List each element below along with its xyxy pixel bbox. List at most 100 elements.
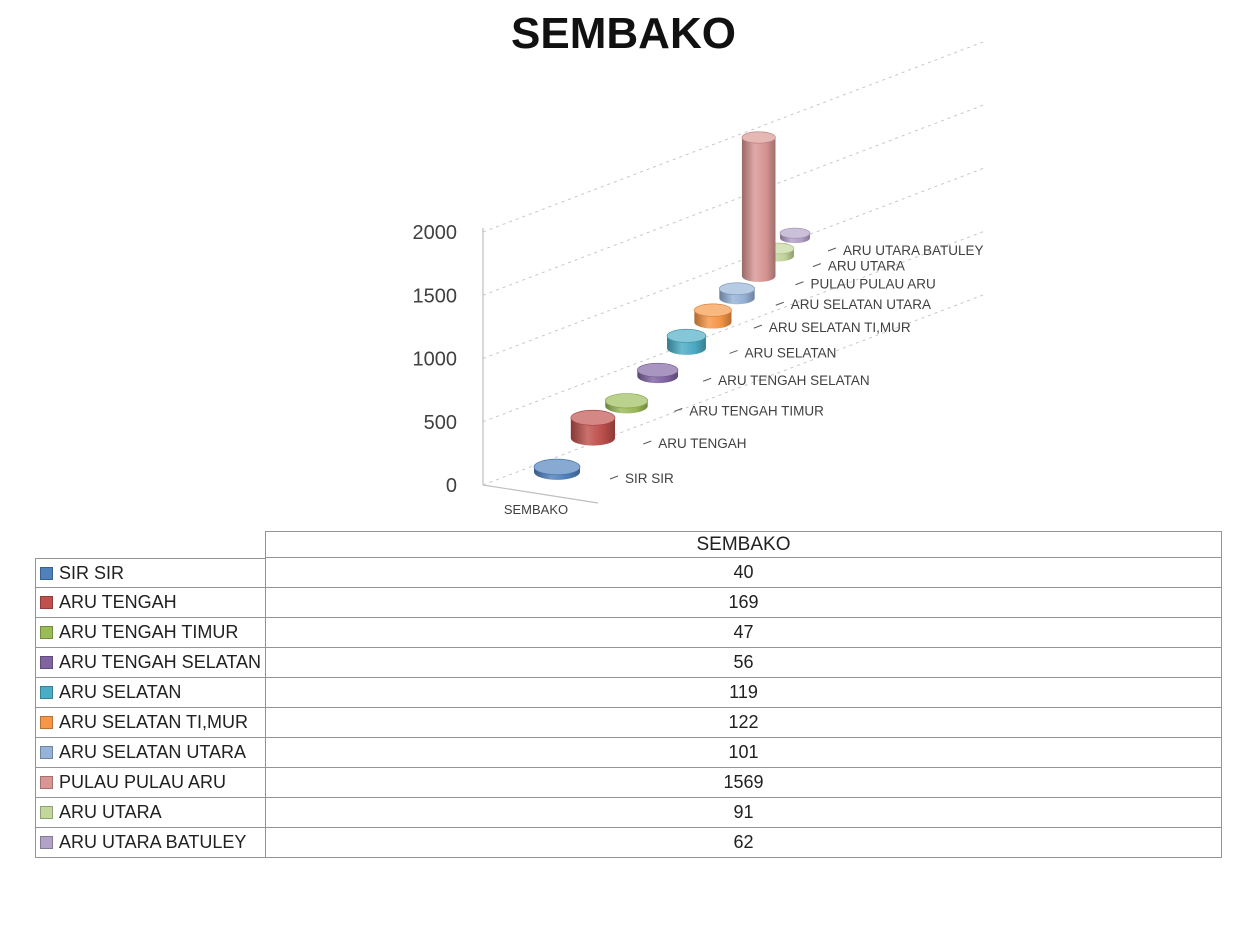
table-row: ARU UTARA 91 bbox=[35, 798, 1222, 828]
legend-swatch bbox=[40, 626, 53, 639]
gridline bbox=[482, 104, 986, 296]
cylinder bbox=[694, 303, 732, 329]
table-row: ARU SELATAN UTARA 101 bbox=[35, 738, 1222, 768]
row-label-cell: ARU TENGAH TIMUR bbox=[35, 618, 265, 648]
category-tick-mark bbox=[702, 377, 712, 382]
cylinder bbox=[718, 282, 756, 305]
table-row: ARU TENGAH SELATAN 56 bbox=[35, 648, 1222, 678]
category-label: PULAU PULAU ARU bbox=[810, 277, 935, 292]
cylinder bbox=[666, 328, 707, 355]
row-value: 169 bbox=[265, 588, 1222, 618]
category-label: ARU SELATAN TI,MUR bbox=[769, 320, 911, 335]
row-label-cell: SIR SIR bbox=[35, 558, 265, 588]
row-label-cell: ARU TENGAH SELATAN bbox=[35, 648, 265, 678]
category-tick-mark bbox=[827, 247, 837, 252]
row-label-cell: ARU UTARA BATULEY bbox=[35, 828, 265, 858]
cylinder bbox=[533, 458, 581, 480]
cylinder-top bbox=[779, 227, 811, 239]
row-label-cell: ARU UTARA bbox=[35, 798, 265, 828]
cylinder-top bbox=[694, 303, 732, 317]
table-row: SIR SIR 40 bbox=[35, 558, 1222, 588]
table-row: ARU SELATAN 119 bbox=[35, 678, 1222, 708]
row-label: ARU TENGAH TIMUR bbox=[59, 622, 239, 642]
series-axis-label: SEMBAKO bbox=[504, 502, 568, 517]
row-label: ARU SELATAN UTARA bbox=[59, 742, 247, 762]
category-label: ARU SELATAN UTARA bbox=[791, 297, 931, 312]
category-tick-mark bbox=[775, 301, 784, 306]
chart-data-table: SEMBAKO SIR SIR 40 ARU TENGAH 169 ARU TENGAH … bbox=[35, 531, 1222, 858]
cylinder-top bbox=[666, 328, 707, 343]
gridline bbox=[482, 230, 986, 423]
category-label: ARU UTARA bbox=[828, 259, 905, 274]
row-value: 119 bbox=[265, 678, 1222, 708]
row-value: 40 bbox=[265, 558, 1222, 588]
row-label: ARU TENGAH bbox=[59, 592, 177, 612]
row-label-cell: ARU SELATAN bbox=[35, 678, 265, 708]
floor-front-edge bbox=[482, 484, 599, 504]
table-row: ARU SELATAN TI,MUR 122 bbox=[35, 708, 1222, 738]
row-value: 62 bbox=[265, 828, 1222, 858]
category-tick-mark bbox=[795, 281, 804, 286]
table-header-row: SEMBAKO bbox=[35, 531, 1222, 558]
category-label: ARU TENGAH TIMUR bbox=[689, 403, 824, 418]
row-value: 47 bbox=[265, 618, 1222, 648]
legend-swatch bbox=[40, 686, 53, 699]
table-row: ARU UTARA BATULEY 62 bbox=[35, 828, 1222, 858]
cylinder-top bbox=[718, 282, 756, 296]
row-label-cell: PULAU PULAU ARU bbox=[35, 768, 265, 798]
legend-swatch bbox=[40, 776, 53, 789]
category-tick-mark bbox=[609, 475, 619, 480]
row-label: ARU SELATAN TI,MUR bbox=[59, 712, 249, 732]
legend-swatch bbox=[40, 836, 53, 849]
cylinder bbox=[604, 393, 649, 414]
y-axis-label: 2000 bbox=[413, 222, 458, 244]
category-tick-mark bbox=[753, 324, 763, 329]
category-tick-mark bbox=[643, 440, 652, 445]
category-label: ARU TENGAH SELATAN bbox=[718, 373, 870, 388]
gridline bbox=[482, 167, 986, 359]
cylinder-top bbox=[636, 362, 679, 378]
table-header-cell: SEMBAKO bbox=[265, 531, 1222, 558]
cylinder-top bbox=[533, 458, 581, 476]
row-value: 122 bbox=[265, 708, 1222, 738]
table-row: ARU TENGAH TIMUR 47 bbox=[35, 618, 1222, 648]
row-label: ARU TENGAH SELATAN bbox=[59, 652, 262, 672]
row-label: SIR SIR bbox=[59, 562, 125, 583]
legend-swatch bbox=[40, 656, 53, 669]
category-tick-mark bbox=[674, 407, 683, 412]
legend-swatch bbox=[40, 806, 53, 819]
cylinder-top bbox=[741, 131, 776, 144]
row-label-cell: ARU SELATAN TI,MUR bbox=[35, 708, 265, 738]
chart-title: SEMBAKO bbox=[511, 9, 736, 58]
cylinder bbox=[636, 362, 679, 384]
category-label: ARU SELATAN bbox=[745, 345, 837, 360]
legend-swatch bbox=[40, 566, 53, 580]
row-value: 101 bbox=[265, 738, 1222, 768]
y-axis-label: 500 bbox=[424, 412, 457, 434]
category-tick-mark bbox=[729, 350, 738, 354]
table-row: PULAU PULAU ARU 1569 bbox=[35, 768, 1222, 798]
legend-swatch bbox=[40, 596, 53, 609]
category-label: SIR SIR bbox=[625, 471, 674, 486]
row-label: ARU SELATAN bbox=[59, 682, 182, 702]
cylinder-3d-chart: SIR SIR ARU TENGAH ARU TENGAH TIMUR ARU TEN… bbox=[413, 40, 986, 517]
legend-swatch bbox=[40, 716, 53, 729]
row-value: 56 bbox=[265, 648, 1222, 678]
table-header-spacer bbox=[35, 531, 265, 558]
category-label: ARU UTARA BATULEY bbox=[843, 243, 984, 258]
row-label: ARU UTARA bbox=[59, 802, 162, 822]
legend-swatch bbox=[40, 746, 53, 759]
y-axis-label: 0 bbox=[446, 475, 457, 497]
category-tick-mark bbox=[812, 263, 822, 268]
category-label: ARU TENGAH bbox=[658, 436, 746, 451]
y-axis-label: 1000 bbox=[413, 349, 458, 371]
gridline bbox=[482, 293, 986, 486]
cylinder bbox=[779, 227, 811, 244]
row-label-cell: ARU TENGAH bbox=[35, 588, 265, 618]
cylinder-top bbox=[570, 409, 616, 426]
row-label: PULAU PULAU ARU bbox=[59, 772, 227, 792]
cylinder bbox=[570, 409, 616, 446]
cylinder-top bbox=[604, 393, 649, 409]
cylinder-body bbox=[741, 137, 776, 282]
row-label: ARU UTARA BATULEY bbox=[59, 832, 247, 852]
